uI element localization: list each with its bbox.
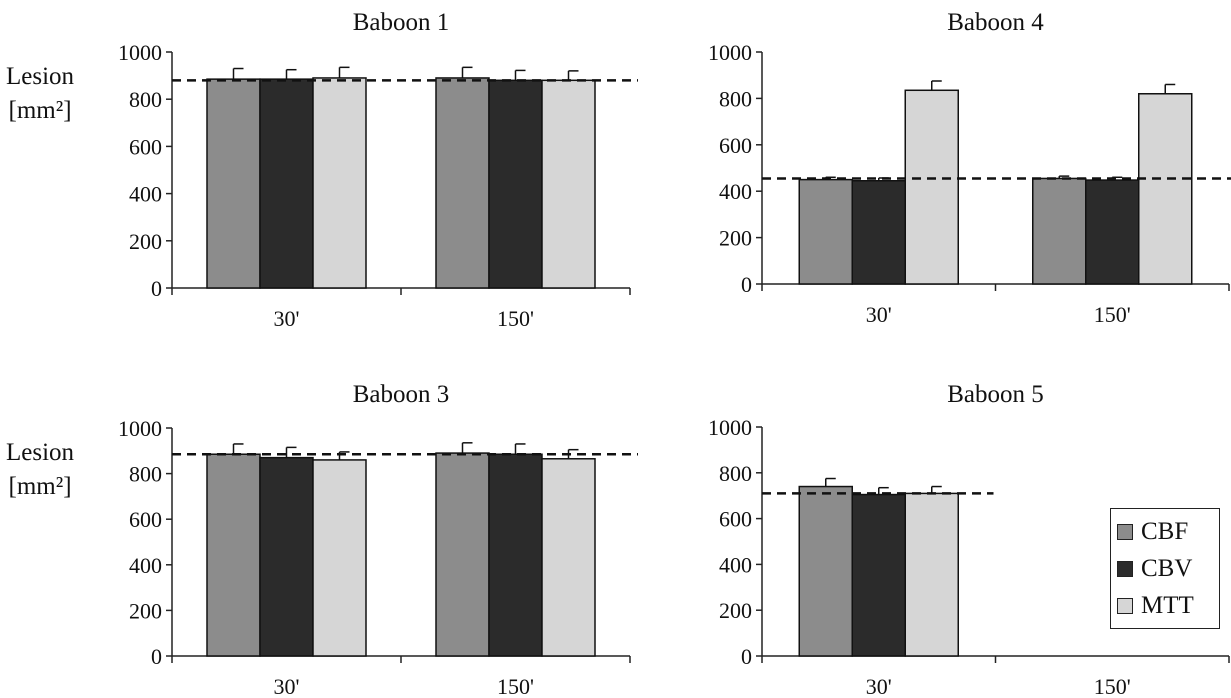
panel-4-y-tick-label: 0 [741,644,752,669]
legend-swatch-mtt [1117,597,1133,614]
y-axis-label-line1: Lesion [6,439,75,466]
panel-4-y-tick-label: 1000 [708,415,752,440]
panel-4-x-tick-label: 150' [1094,674,1131,698]
panel-2-bar-cbv [851,180,906,285]
panel-1-bar-cbf [435,77,490,289]
y-axis-label-line2: [mm²] [8,97,72,124]
panel-2-y-tick-label: 800 [719,86,752,111]
panel-4-y-tick-label: 800 [719,461,752,486]
panel-3-y-tick-label: 800 [129,462,162,487]
panel-2-bar-mtt [1138,93,1193,285]
panel-2-y-tick-label: 400 [719,179,752,204]
legend-item-cbv: CBV [1117,550,1213,587]
panel-3-x-tick-label: 150' [497,674,534,698]
panel-4-bar-cbf [798,485,853,657]
panel-4-title: Baboon 5 [947,381,1044,408]
panel-1-y-tick-label: 800 [129,87,162,112]
panel-4-x-tick-label: 30' [866,674,892,698]
panel-2-title: Baboon 4 [947,9,1044,36]
panel-4-bar-mtt [904,492,959,657]
legend: CBF CBV MTT [1110,508,1220,629]
panel-1-x-tick-label: 150' [497,306,534,331]
panel-2-bar-mtt [904,89,959,285]
legend-label-mtt: MTT [1141,591,1194,619]
panel-2-x-tick-label: 150' [1094,302,1131,327]
panel-4-y-tick-label: 200 [719,598,752,623]
panel-3-bar-mtt [541,458,596,657]
panel-3-x-tick-label: 30' [274,674,300,698]
legend-swatch-cbf [1117,523,1133,540]
panel-2-x-tick-label: 30' [866,302,892,327]
panel-3-y-tick-label: 400 [129,553,162,578]
panel-4-bar-cbv [851,493,906,657]
panel-2-bar-cbf [1032,177,1087,285]
panel-2-y-tick-label: 1000 [708,40,752,65]
panel-3-y-tick-label: 1000 [118,416,162,441]
y-axis-label-line1: Lesion [6,63,75,90]
panel-4-y-tick-label: 600 [719,507,752,532]
legend-label-cbf: CBF [1141,517,1189,545]
panel-3-bar-cbf [435,452,490,657]
panel-1-bar-mtt [312,77,367,289]
panel-1-bar-cbv [259,78,314,289]
panel-1-bar-cbf [206,78,261,289]
panel-2-y-tick-label: 600 [719,133,752,158]
legend-item-cbf: CBF [1117,513,1213,550]
legend-item-mtt: MTT [1117,587,1213,624]
panel-3-title: Baboon 3 [353,381,450,408]
panel-1-y-tick-label: 400 [129,182,162,207]
panel-1-x-tick-label: 30' [274,306,300,331]
panel-3-bar-cbv [259,456,314,657]
panel-3-bar-cbv [488,453,543,657]
panel-1-y-tick-label: 1000 [118,40,162,65]
panel-2-y-tick-label: 0 [741,272,752,297]
panel-1-bar-cbv [488,79,543,289]
panel-4-y-tick-label: 400 [719,552,752,577]
panel-2-bar-cbv [1085,179,1140,285]
panel-1-title: Baboon 1 [353,9,450,36]
legend-label-cbv: CBV [1141,554,1193,582]
panel-1-y-tick-label: 600 [129,134,162,159]
panel-3-y-tick-label: 0 [151,644,162,669]
legend-swatch-cbv [1117,560,1133,577]
panel-3-bar-cbf [206,453,261,657]
panel-3-y-tick-label: 600 [129,507,162,532]
y-axis-label-bottom: Lesion [mm²] [6,436,74,504]
y-axis-label-line2: [mm²] [8,473,72,500]
panel-2-bar-cbf [798,178,853,285]
panel-3-y-tick-label: 200 [129,598,162,623]
panel-3-bar-mtt [312,459,367,657]
panel-1-y-tick-label: 200 [129,229,162,254]
panel-1-y-tick-label: 0 [151,276,162,301]
panel-1-bar-mtt [541,79,596,289]
y-axis-label-top: Lesion [mm²] [6,60,74,128]
panel-2-y-tick-label: 200 [719,226,752,251]
